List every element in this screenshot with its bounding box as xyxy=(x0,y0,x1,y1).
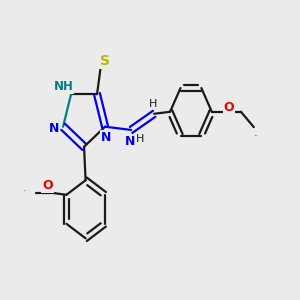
Text: N: N xyxy=(49,122,60,135)
Text: H: H xyxy=(149,99,158,109)
Text: H: H xyxy=(136,134,144,144)
Text: ethyl: ethyl xyxy=(255,135,259,136)
Text: O: O xyxy=(224,101,234,114)
Text: OCH₃: OCH₃ xyxy=(24,190,28,191)
Text: NH: NH xyxy=(53,80,73,94)
Text: S: S xyxy=(100,54,110,68)
Text: N: N xyxy=(125,135,136,148)
Text: N: N xyxy=(100,131,111,144)
Text: O: O xyxy=(42,179,53,192)
